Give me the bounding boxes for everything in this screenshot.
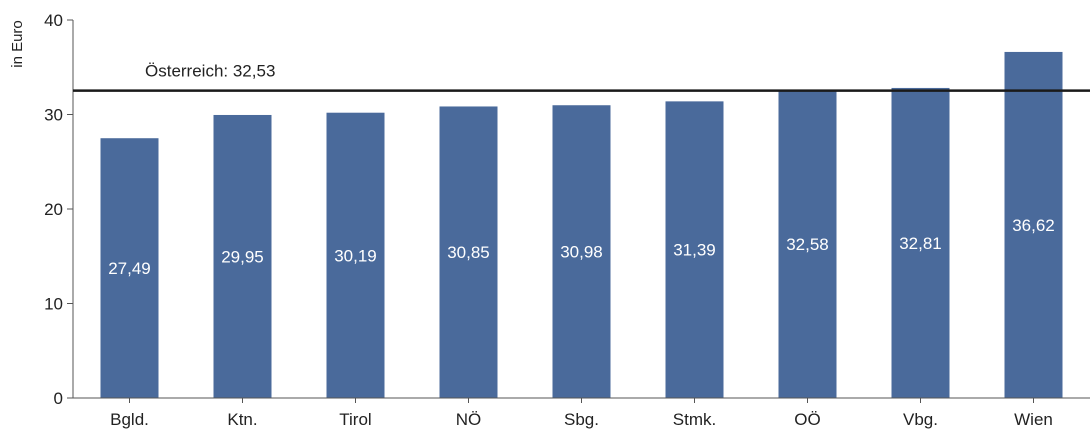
y-tick-label: 10 [44, 295, 63, 314]
data-label: 30,19 [334, 246, 377, 265]
y-ticks-layer: 0 10 20 30 40 [44, 11, 73, 408]
data-label: 27,49 [108, 259, 151, 278]
y-tick-label: 40 [44, 11, 63, 30]
bar [778, 90, 837, 398]
data-label: 29,95 [221, 247, 264, 266]
bars-layer [100, 51, 1063, 399]
bar [439, 106, 498, 398]
bar [552, 105, 611, 398]
x-tick-label: Sbg. [564, 410, 599, 429]
bar [1004, 51, 1063, 398]
data-label: 36,62 [1012, 216, 1055, 235]
data-label: 30,85 [447, 243, 490, 262]
y-tick-label: 20 [44, 200, 63, 219]
data-label: 30,98 [560, 243, 603, 262]
bar [100, 138, 159, 399]
bar [891, 87, 950, 399]
data-label: 32,58 [786, 235, 829, 254]
x-ticks-layer: Bgld. Ktn. Tirol NÖ Sbg. Stmk. OÖ Vbg. Wien [110, 398, 1053, 429]
y-tick-label: 30 [44, 106, 63, 125]
bar [213, 114, 272, 398]
x-tick-label: Vbg. [903, 410, 938, 429]
bar [326, 112, 385, 398]
x-tick-label: OÖ [794, 410, 820, 429]
x-tick-label: Bgld. [110, 410, 149, 429]
x-tick-label: Ktn. [227, 410, 257, 429]
x-tick-label: Wien [1014, 410, 1053, 429]
y-axis-label: in Euro [9, 20, 26, 68]
x-tick-label: NÖ [456, 410, 482, 429]
data-label: 32,81 [899, 234, 942, 253]
x-tick-label: Stmk. [673, 410, 716, 429]
data-labels-layer: 27,49 29,95 30,19 30,85 30,98 31,39 32,58 32,81… [108, 216, 1055, 278]
y-tick-label: 0 [54, 389, 63, 408]
data-label: 31,39 [673, 241, 716, 260]
bar [665, 101, 724, 398]
reference-line-label: Österreich: 32,53 [145, 62, 275, 81]
x-tick-label: Tirol [339, 410, 371, 429]
